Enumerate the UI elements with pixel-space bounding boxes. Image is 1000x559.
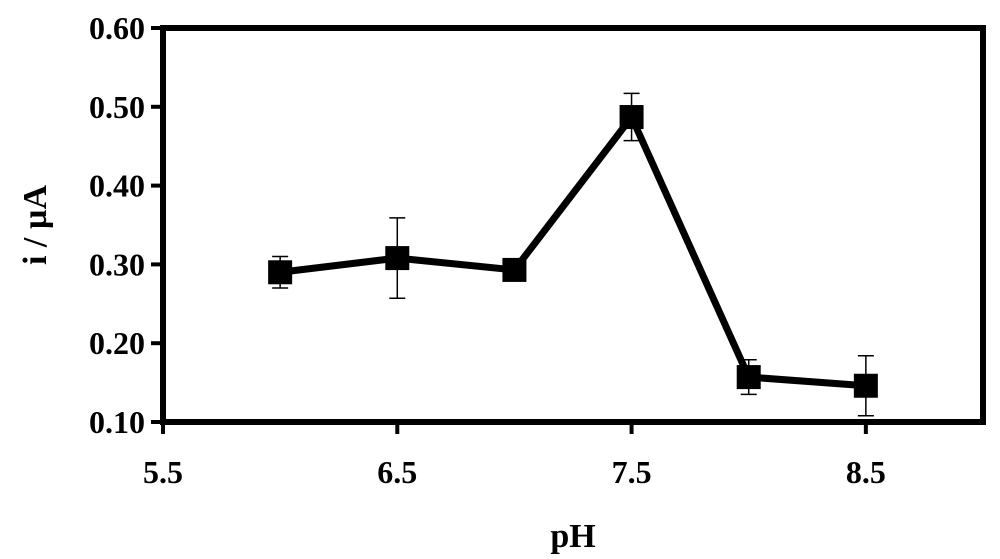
data-point [268, 260, 293, 285]
x-tick-label: 7.5 [612, 454, 652, 490]
data-point [385, 246, 410, 271]
data-point [736, 365, 761, 390]
x-tick-label: 6.5 [377, 454, 417, 490]
x-tick-label: 8.5 [846, 454, 886, 490]
y-tick-label: 0.10 [89, 404, 145, 440]
data-markers [268, 105, 878, 398]
error-bars [272, 92, 874, 417]
y-tick-label: 0.40 [89, 168, 145, 204]
data-point [619, 105, 644, 130]
series-line [279, 113, 867, 390]
x-tick-label: 5.5 [143, 454, 183, 490]
x-axis-ticks: 5.5 6.5 7.5 8.5 [143, 422, 886, 490]
data-point [502, 257, 527, 282]
y-tick-label: 0.30 [89, 246, 145, 282]
plot-frame [160, 25, 986, 425]
data-point [853, 373, 878, 398]
y-axis-title: i / µA [17, 185, 54, 265]
y-axis-ticks: 0.10 0.20 0.30 0.40 0.50 0.60 [89, 10, 163, 440]
y-tick-label: 0.20 [89, 325, 145, 361]
x-axis-title: pH [550, 518, 595, 555]
y-tick-label: 0.60 [89, 10, 145, 46]
y-tick-label: 0.50 [89, 89, 145, 125]
